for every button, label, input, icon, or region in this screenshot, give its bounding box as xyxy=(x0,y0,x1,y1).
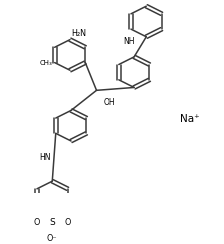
Text: O: O xyxy=(34,218,40,227)
Text: HN: HN xyxy=(39,153,51,162)
Text: O: O xyxy=(65,218,71,227)
Text: O⁻: O⁻ xyxy=(47,234,58,243)
Text: OH: OH xyxy=(103,98,115,107)
Text: S: S xyxy=(50,218,55,227)
Text: NH: NH xyxy=(123,37,135,46)
Text: Na⁺: Na⁺ xyxy=(180,114,199,124)
Text: H₂N: H₂N xyxy=(71,29,86,38)
Text: CH₃: CH₃ xyxy=(40,60,53,66)
